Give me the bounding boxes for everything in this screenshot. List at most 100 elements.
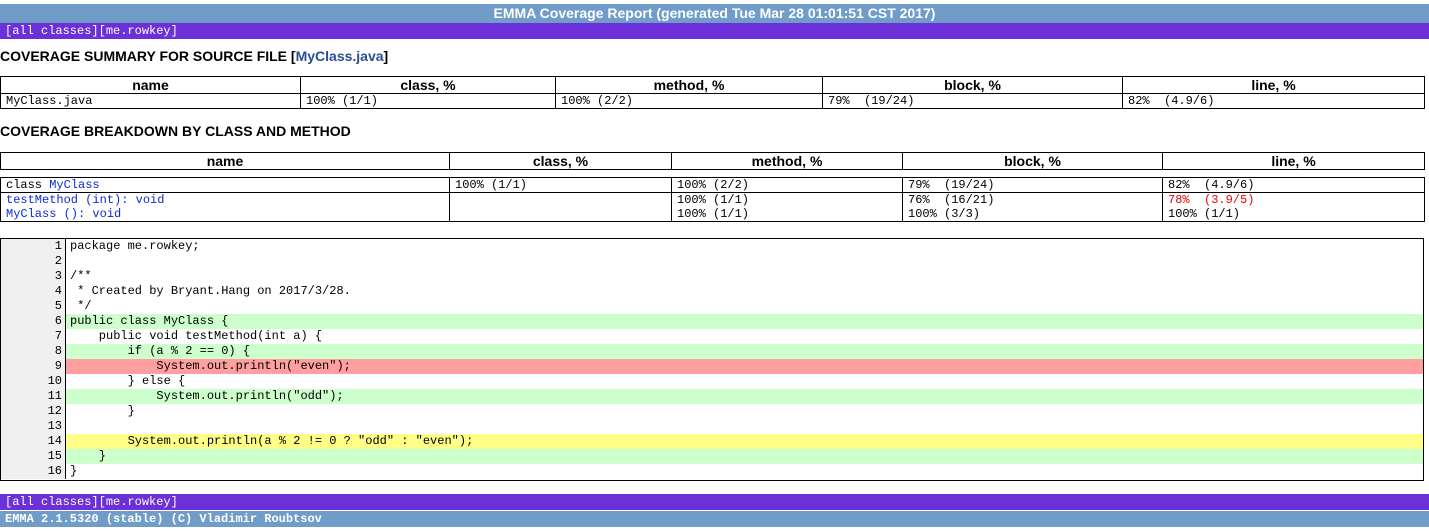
source-file-link[interactable]: MyClass.java [295,48,384,64]
summary-heading-text: COVERAGE SUMMARY FOR SOURCE FILE [ [0,48,296,64]
line-number: 7 [1,329,66,344]
report-title: EMMA Coverage Report (generated Tue Mar … [493,5,936,21]
bd-method: 100% (2/2) [671,177,903,193]
bd-col-class: class, % [449,152,672,170]
footer-text: EMMA 2.1.5320 (stable) (C) Vladimir Roub… [5,512,322,526]
line-code: public class MyClass { [70,314,229,328]
line-code: } [70,449,107,463]
breakdown-row-method: MyClass (): void 100% (1/1) 100% (3/3) 1… [0,207,1425,222]
line-number: 6 [1,314,66,329]
package-link[interactable]: [me.rowkey] [98,495,178,509]
source-line: 7 public void testMethod(int a) { [1,329,1423,344]
line-number: 15 [1,449,66,464]
class-link[interactable]: MyClass [49,178,100,192]
col-name: name [0,76,301,94]
line-code: } [70,404,135,418]
line-number: 4 [1,284,66,299]
bd-class [449,207,672,222]
col-class: class, % [300,76,556,94]
package-link[interactable]: [me.rowkey] [98,24,178,38]
bd-col-name: name [0,152,450,170]
line-number: 14 [1,434,66,449]
source-line: 15 } [1,449,1423,464]
col-line: line, % [1122,76,1425,94]
source-listing: 1 package me.rowkey; 2 3 /** 4 * Created by B… [0,238,1424,481]
line-code: public void testMethod(int a) { [70,329,323,343]
line-number: 2 [1,254,66,269]
summary-heading-close: ] [383,48,389,64]
source-line: 6 public class MyClass { [1,314,1423,329]
source-line: 3 /** [1,269,1423,284]
bd-class [449,192,672,207]
source-line: 9 System.out.println("even"); [1,359,1423,374]
bd-block: 76% (16/21) [902,192,1163,207]
source-line: 14 System.out.println(a % 2 != 0 ? "odd"… [1,434,1423,449]
line-code: /** [70,269,92,283]
bd-block: 79% (19/24) [902,177,1163,193]
line-number: 13 [1,419,66,434]
method-link[interactable]: testMethod (int): void [6,193,165,207]
line-number: 5 [1,299,66,314]
line-code: } [70,464,78,478]
source-line: 1 package me.rowkey; [1,239,1423,254]
bd-name-cell: testMethod (int): void [0,192,450,207]
summary-class: 100% (1/1) [300,93,556,109]
all-classes-link[interactable]: [all classes] [5,24,99,38]
line-number: 8 [1,344,66,359]
all-classes-link[interactable]: [all classes] [5,495,99,509]
summary-block: 79% (19/24) [822,93,1123,109]
nav-bar-bottom: [all classes][me.rowkey] [0,494,1429,510]
bd-line: 78% (3.9/5) [1162,192,1425,207]
line-number: 9 [1,359,66,374]
summary-header-row: name class, % method, % block, % line, % [0,76,1425,94]
line-number: 3 [1,269,66,284]
summary-name: MyClass.java [0,93,301,109]
source-line: 10 } else { [1,374,1423,389]
col-block: block, % [822,76,1123,94]
summary-heading: COVERAGE SUMMARY FOR SOURCE FILE [MyClas… [0,48,388,64]
line-number: 11 [1,389,66,404]
line-number: 12 [1,404,66,419]
line-code: System.out.println(a % 2 != 0 ? "odd" : … [70,434,474,448]
bd-method: 100% (1/1) [671,192,903,207]
line-code: System.out.println("odd"); [70,389,344,403]
line-number: 16 [1,464,66,479]
breakdown-row-class: class MyClass 100% (1/1) 100% (2/2) 79% … [0,177,1425,193]
nav-bar-top: [all classes][me.rowkey] [0,23,1429,39]
breakdown-header-table: name class, % method, % block, % line, % [0,152,1425,170]
bd-col-block: block, % [902,152,1163,170]
line-number: 1 [1,239,66,254]
bd-name-cell: MyClass (): void [0,207,450,222]
breakdown-header-row: name class, % method, % block, % line, % [0,152,1425,170]
bd-col-method: method, % [671,152,903,170]
line-code: */ [70,299,92,313]
line-code [66,419,1423,434]
bd-method: 100% (1/1) [671,207,903,222]
bd-line: 82% (4.9/6) [1162,177,1425,193]
line-code: System.out.println("even"); [70,359,351,373]
source-line: 11 System.out.println("odd"); [1,389,1423,404]
line-number: 10 [1,374,66,389]
bd-prefix: class [6,178,50,192]
breakdown-row-method: testMethod (int): void 100% (1/1) 76% (1… [0,192,1425,207]
source-line: 8 if (a % 2 == 0) { [1,344,1423,359]
bd-line: 100% (1/1) [1162,207,1425,222]
summary-row: MyClass.java 100% (1/1) 100% (2/2) 79% (… [0,93,1425,109]
line-code: if (a % 2 == 0) { [70,344,251,358]
breakdown-heading: COVERAGE BREAKDOWN BY CLASS AND METHOD [0,123,351,139]
source-line: 2 [1,254,1423,269]
source-line: 16} [1,464,1423,479]
summary-method: 100% (2/2) [555,93,823,109]
footer-bar: EMMA 2.1.5320 (stable) (C) Vladimir Roub… [0,511,1429,527]
breakdown-table: class MyClass 100% (1/1) 100% (2/2) 79% … [0,177,1425,222]
source-line: 4 * Created by Bryant.Hang on 2017/3/28. [1,284,1423,299]
bd-name-cell: class MyClass [0,177,450,193]
summary-table: name class, % method, % block, % line, %… [0,76,1425,109]
line-code: } else { [70,374,186,388]
source-line: 5 */ [1,299,1423,314]
source-line: 13 [1,419,1423,434]
method-link[interactable]: MyClass (): void [6,207,122,221]
summary-line: 82% (4.9/6) [1122,93,1425,109]
line-code: package me.rowkey; [70,239,200,253]
report-title-bar: EMMA Coverage Report (generated Tue Mar … [0,4,1429,23]
